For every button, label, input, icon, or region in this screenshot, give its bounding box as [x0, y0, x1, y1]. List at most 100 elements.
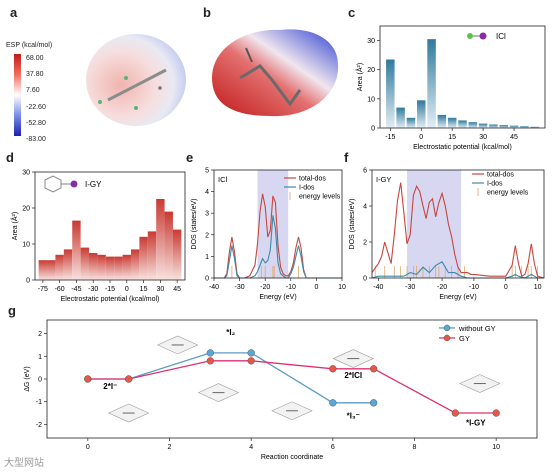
panel-label-f: f — [344, 150, 349, 165]
plot-frame — [371, 169, 545, 279]
plot-frame — [213, 169, 343, 279]
esp-colorbar — [14, 54, 21, 136]
bar — [97, 254, 106, 280]
y-axis-label: Area (Å²) — [10, 212, 19, 240]
y-tick-label: 30 — [367, 38, 375, 45]
y-tick-label: 20 — [367, 67, 375, 74]
chart-f: -40 -30 -20 -10 0 10 0 2 4 6 Energy (eV) DOS (state… — [349, 168, 545, 301]
x-tick-label: -10 — [469, 284, 479, 291]
chart-g: 0 2 4 6 8 10 -2 -1 0 1 2 Reaction coordinate ΔG (eV)… — [24, 319, 538, 461]
chart-title: I-GY — [376, 175, 391, 184]
state-label: 2*I⁻ — [103, 382, 117, 391]
esp-tick: 7.60 — [26, 87, 40, 95]
x-tick-label: 10 — [534, 284, 542, 291]
energy-point — [247, 357, 255, 365]
legend-marker — [443, 334, 451, 342]
x-tick-label: -75 — [38, 286, 48, 293]
y-tick-label: -1 — [36, 399, 42, 406]
bar — [105, 256, 115, 280]
y-tick-label: 30 — [22, 170, 30, 177]
esp-tick: 68.00 — [26, 55, 44, 62]
x-tick-label: 45 — [510, 134, 518, 141]
panel-label-b: b — [203, 5, 211, 20]
y-tick-label: 0 — [363, 276, 367, 283]
bar — [386, 59, 395, 129]
watermark: 大型网站 — [4, 458, 44, 469]
x-tick-label: 30 — [479, 134, 487, 141]
energy-point — [451, 409, 459, 417]
panel-a: ESP (kcal/mol) 68.00 37.80 7.60 -22.60 -… — [0, 20, 200, 150]
x-tick-label: 6 — [331, 444, 335, 451]
iodine-atom-icon — [479, 32, 487, 40]
x-tick-label: -40 — [209, 284, 219, 291]
energy-point — [84, 375, 92, 383]
x-tick-label: -30 — [235, 284, 245, 291]
x-tick-label: 8 — [413, 444, 417, 451]
panel-label-g: g — [8, 303, 16, 318]
x-tick-label: 0 — [314, 284, 318, 291]
icl-esp-surface — [86, 34, 186, 126]
energy-point — [206, 349, 214, 357]
energy-band — [407, 170, 462, 278]
y-axis-label: ΔG (eV) — [24, 366, 31, 391]
x-tick-label: -10 — [286, 284, 296, 291]
bar — [114, 256, 123, 280]
bar — [427, 39, 436, 128]
x-tick-label: 10 — [338, 284, 346, 291]
legend-label: total-dos — [299, 176, 326, 183]
x-tick-label: -30 — [88, 286, 98, 293]
esp-tick: -52.80 — [26, 119, 46, 127]
chart-title: I-GY — [85, 180, 102, 189]
bar — [489, 124, 498, 128]
bar — [72, 220, 81, 280]
bar — [55, 254, 64, 280]
y-tick-label: 10 — [22, 242, 30, 249]
energy-profile-line — [87, 360, 497, 414]
y-axis-label: Area (Å²) — [355, 63, 364, 91]
legend-label: GY — [459, 334, 470, 343]
x-tick-label: 0 — [419, 134, 423, 141]
bar — [130, 249, 140, 280]
energy-point — [329, 365, 337, 373]
legend-label: I-dos — [487, 181, 503, 188]
bar — [80, 247, 90, 280]
energy-point — [370, 399, 378, 407]
bar — [147, 231, 157, 280]
bar — [122, 254, 131, 280]
x-tick-label: -30 — [405, 284, 415, 291]
bar — [164, 211, 173, 280]
x-axis-label: Energy (eV) — [259, 294, 296, 301]
i-dos-line — [214, 215, 342, 279]
x-tick-label: 0 — [125, 286, 129, 293]
bar — [156, 199, 165, 280]
x-tick-label: 15 — [448, 134, 456, 141]
y-axis-label: DOS (states/eV) — [191, 199, 198, 250]
bar — [396, 107, 405, 128]
bar — [530, 126, 539, 128]
energy-point — [125, 375, 133, 383]
bar — [478, 123, 488, 128]
bar — [47, 260, 56, 280]
y-tick-label: 4 — [363, 204, 367, 211]
bar — [172, 229, 182, 280]
esp-legend-title: ESP (kcal/mol) — [6, 42, 53, 49]
igy-esp-surface — [212, 29, 339, 117]
bar — [437, 114, 447, 128]
legend-label: energy levels — [487, 190, 529, 197]
panel-label-e: e — [186, 150, 194, 165]
x-tick-label: 0 — [86, 444, 90, 451]
gy-fragment-icon — [44, 175, 62, 193]
energy-point — [206, 357, 214, 365]
y-tick-label: 20 — [22, 206, 30, 213]
bar — [139, 236, 148, 280]
legend-marker — [443, 324, 451, 332]
y-tick-label: 0 — [26, 278, 30, 285]
x-axis-label: Reaction coordinate — [261, 454, 323, 461]
x-tick-label: 45 — [173, 286, 181, 293]
state-label: *I-GY — [466, 419, 486, 428]
x-tick-label: 30 — [156, 286, 164, 293]
esp-tick: 37.80 — [26, 71, 44, 79]
y-tick-label: 10 — [367, 96, 375, 103]
x-axis-label: Electrostatic potential (kcal/mol) — [413, 144, 512, 151]
legend-label: total-dos — [487, 172, 514, 179]
